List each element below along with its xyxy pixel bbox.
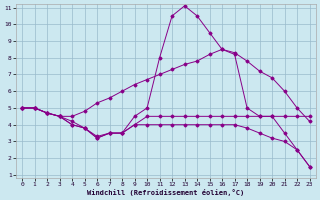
X-axis label: Windchill (Refroidissement éolien,°C): Windchill (Refroidissement éolien,°C) (87, 189, 244, 196)
